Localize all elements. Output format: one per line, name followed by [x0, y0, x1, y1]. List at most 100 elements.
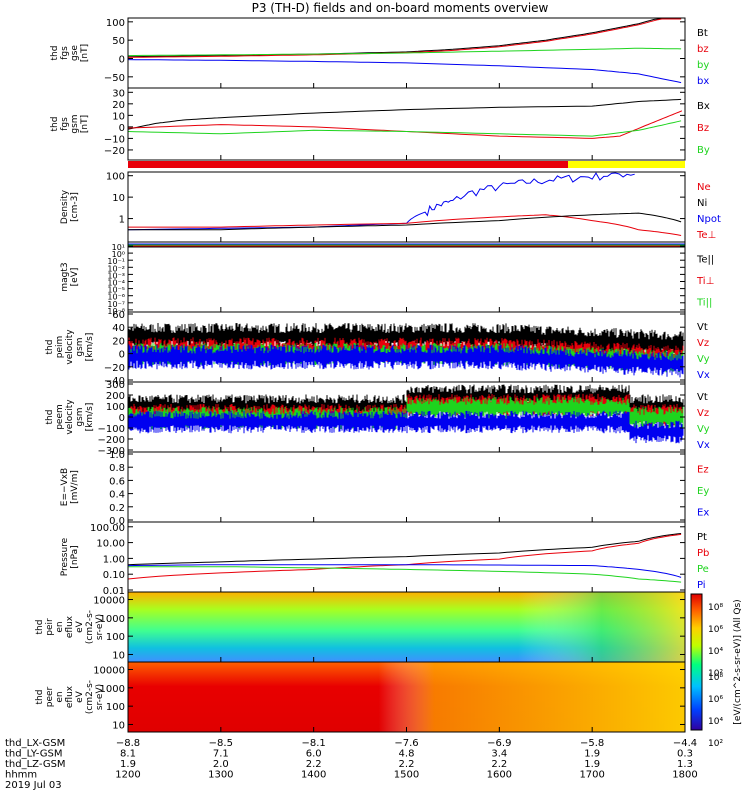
ytick-label-peer: 100 — [106, 702, 125, 713]
ytick-label-pressure: 100.00 — [90, 523, 125, 534]
ytick-label-density: 10 — [112, 193, 125, 204]
ytick-label-density: 1 — [119, 215, 125, 226]
legend-peim: Vx — [697, 370, 710, 381]
ylabel-peem: velocity — [65, 399, 75, 435]
axes-layer — [127, 17, 703, 733]
colorbar-tick-2: 10⁴ — [708, 717, 723, 727]
ytick-label-peim: 0 — [119, 350, 125, 361]
ytick-label-efield: 0.4 — [109, 490, 125, 501]
xaxis-value: 1200 — [115, 770, 140, 781]
legend-temp: Ti|| — [696, 297, 712, 308]
legend-fgs-gse: by — [697, 60, 709, 71]
legend-temp: Ti⊥ — [696, 276, 714, 287]
ytick-label-fgs-gsm: −10 — [104, 134, 125, 145]
legend-efield: Ey — [697, 486, 709, 497]
ytick-label-temp: 10⁻⁴ — [107, 279, 125, 288]
xaxis-value: 1.9 — [584, 759, 600, 770]
ytick-label-pressure: 1.00 — [103, 554, 125, 565]
ytick-label-peem: 300 — [106, 380, 125, 391]
ytick-label-peim: 20 — [112, 336, 125, 347]
xaxis-value: 8.1 — [120, 749, 136, 760]
ytick-label-efield: 0.2 — [109, 503, 125, 514]
spectrogram-layer — [128, 161, 685, 732]
legend-peim: Vy — [697, 354, 710, 365]
xaxis-value: 3.4 — [491, 749, 507, 760]
ytick-label-pressure: 0.01 — [103, 586, 125, 597]
ytick-label-temp: 10⁰ — [112, 250, 125, 259]
ylabel-fgs-gse: [nT] — [80, 44, 90, 62]
ytick-label-peim: −40 — [104, 376, 125, 387]
ylabel-fgs-gse: gse — [70, 45, 80, 61]
xaxis-value: −5.8 — [580, 738, 604, 749]
xaxis-row-label: hhmm — [5, 770, 37, 781]
ytick-label-peem: −100 — [98, 424, 125, 435]
ylabel-peim: gsm — [75, 337, 85, 356]
xaxis-value: 1.9 — [120, 759, 136, 770]
ylabel-fgs-gsm: fgs — [60, 117, 70, 131]
legend-density: Npot — [697, 214, 721, 225]
legend-fgs-gse: bz — [697, 44, 709, 55]
ylabel-fgs-gsm: gsm — [70, 114, 80, 133]
ylabel-density: [cm-3] — [70, 192, 80, 222]
legend-fgs-gsm: By — [697, 145, 710, 156]
ytick-label-fgs-gse: 50 — [112, 36, 125, 47]
xaxis-value: 1.9 — [584, 749, 600, 760]
ytick-label-fgs-gse: 100 — [106, 18, 125, 29]
legend-efield: Ex — [697, 507, 709, 518]
legend-fgs-gse: Bt — [697, 28, 708, 39]
series-fgs-gsm-Bx — [127, 98, 682, 130]
ylabel-peir: en — [55, 621, 65, 632]
xaxis-value: 1500 — [394, 770, 419, 781]
ytick-label-efield: 0.0 — [109, 516, 125, 527]
colorbar-tick-2: 10⁸ — [708, 673, 723, 683]
colorbar-tick-2: 10² — [708, 739, 723, 749]
xaxis-value: −7.6 — [394, 738, 418, 749]
colorbar-tick: 10² — [708, 669, 723, 679]
data-layer — [127, 18, 685, 583]
series-density-Npot — [127, 172, 635, 231]
ylabel-peir: eflux — [65, 615, 75, 638]
ylabel-peim: thd — [45, 340, 55, 355]
ylabel-temp: [eV] — [70, 268, 80, 287]
series-fgs-gsm-Bz — [127, 110, 683, 139]
ion-spectrogram-overlay — [128, 592, 685, 662]
legend-pressure: Pe — [697, 564, 709, 575]
ytick-label-peim: 40 — [112, 323, 125, 334]
series-fgs-gse-Bt — [127, 18, 682, 58]
ytick-label-peir: 100 — [106, 632, 125, 643]
ytick-label-temp: 10⁻⁸ — [107, 307, 125, 316]
ylabel-peir: peir — [45, 618, 55, 636]
ytick-label-temp: 10⁻¹ — [107, 257, 125, 266]
ylabel-peir: eV — [75, 620, 85, 633]
colorbar-tick: 10⁴ — [708, 647, 723, 657]
legend-peim: Vz — [697, 338, 709, 349]
colorbar — [690, 593, 703, 731]
legend-peem: Vx — [697, 440, 710, 451]
electron-spectrogram-overlay — [128, 662, 685, 732]
ytick-label-peem: 0 — [119, 413, 125, 424]
xaxis-value: 2.2 — [491, 759, 507, 770]
colorbar-label: [eV/(cm^2-s-sr-eV)] (All Qs) — [733, 599, 743, 724]
series-peim-Vt — [128, 323, 684, 359]
series-fgs-gsm-By — [127, 120, 682, 137]
ylabel-pressure: Pressure — [60, 537, 70, 576]
ytick-label-peer: 10 — [112, 720, 125, 731]
ytick-label-peir: 10000 — [93, 596, 125, 607]
ytick-label-temp: 10⁻² — [107, 264, 125, 273]
ytick-label-fgs-gsm: 10 — [112, 111, 125, 122]
series-fgs-gse-bx — [127, 59, 682, 84]
xaxis-value: 6.0 — [306, 749, 322, 760]
series-fgs-gse-by — [127, 47, 682, 57]
xaxis-value: −8.5 — [209, 738, 233, 749]
ylabel-peir: (cm2-s- — [85, 610, 95, 644]
legend-efield: Ez — [697, 465, 709, 476]
ytick-label-efield: 0.8 — [109, 463, 125, 474]
series-peem-Vx — [128, 410, 684, 444]
legend-density: Ni — [697, 198, 707, 209]
xaxis-value: 1.3 — [677, 759, 693, 770]
ytick-label-fgs-gsm: 20 — [112, 100, 125, 111]
ytick-label-efield: 1.0 — [109, 450, 125, 461]
legend-temp: Te|| — [696, 255, 714, 266]
